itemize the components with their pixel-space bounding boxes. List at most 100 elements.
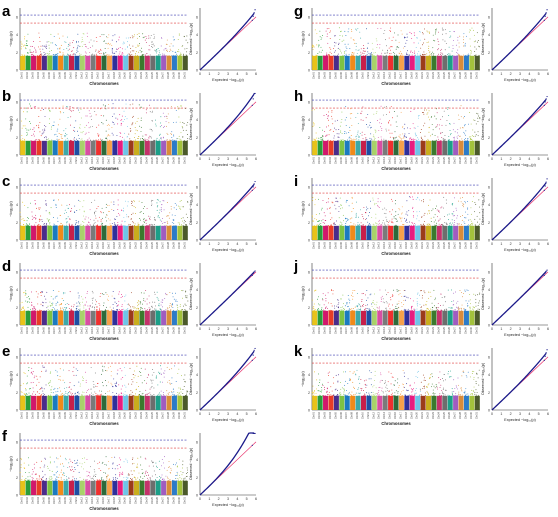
snp-point — [329, 206, 331, 208]
snp-point — [131, 205, 133, 206]
snp-point — [101, 217, 103, 219]
snp-point — [458, 223, 460, 225]
point-cloud — [377, 225, 383, 240]
qq-y-tick-label: 6 — [196, 355, 198, 359]
snp-point — [100, 53, 102, 54]
snp-point — [336, 200, 338, 202]
snp-point — [64, 41, 66, 43]
chromosome-tick-label: Chr11 — [74, 241, 78, 248]
snp-point — [468, 136, 470, 138]
snp-point — [153, 372, 155, 373]
snp-point — [473, 41, 475, 43]
snp-point — [33, 54, 35, 56]
snp-point — [52, 290, 54, 291]
snp-point — [55, 394, 57, 396]
snp-point — [116, 140, 118, 141]
snp-point — [155, 310, 157, 311]
snp-point — [77, 459, 78, 461]
snp-point — [182, 45, 184, 47]
snp-point — [406, 40, 408, 42]
snp-point — [58, 310, 59, 312]
snp-point — [472, 119, 474, 121]
snp-point — [476, 32, 478, 34]
snp-point — [107, 139, 108, 141]
snp-point — [32, 477, 34, 479]
snp-point — [159, 54, 161, 55]
snp-point — [34, 47, 36, 49]
y-tick-label: 0 — [16, 409, 18, 413]
snp-point — [166, 310, 168, 312]
snp-point — [403, 134, 405, 136]
snp-point — [104, 48, 106, 49]
snp-point — [464, 125, 466, 127]
snp-point — [132, 374, 134, 375]
snp-point — [73, 306, 74, 308]
snp-point — [174, 395, 175, 397]
snp-point — [173, 298, 175, 300]
snp-point — [62, 53, 64, 55]
snp-point — [112, 35, 114, 37]
point-cloud — [96, 395, 102, 410]
y-tick-label: 0 — [16, 494, 18, 498]
snp-point — [345, 223, 347, 224]
snp-point — [80, 109, 82, 110]
snp-point — [79, 53, 81, 55]
snp-point — [119, 114, 121, 116]
snp-point — [180, 394, 182, 396]
snp-point — [63, 394, 65, 396]
snp-point — [92, 225, 94, 227]
snp-point — [57, 53, 59, 54]
snp-point — [79, 385, 81, 387]
snp-point — [123, 54, 125, 56]
point-cloud — [463, 55, 469, 70]
snp-point — [421, 140, 423, 142]
chromosome-tick-label: Chr30 — [177, 411, 181, 419]
snp-point — [30, 382, 32, 384]
snp-point — [355, 49, 357, 51]
snp-point — [379, 44, 381, 46]
snp-point — [29, 51, 31, 53]
snp-point — [463, 131, 465, 133]
snp-point — [326, 225, 328, 227]
chromosome-tick-label: Chr03 — [323, 71, 327, 79]
snp-point — [163, 478, 165, 480]
point-cloud — [101, 55, 107, 70]
snp-point — [109, 140, 111, 142]
snp-point — [61, 204, 63, 206]
snp-point — [453, 55, 455, 57]
chromosome-points — [441, 196, 448, 240]
snp-point — [30, 202, 31, 204]
snp-point — [40, 295, 42, 297]
chromosome-tick-label: Chr10 — [360, 71, 364, 79]
snp-point — [112, 307, 114, 309]
snp-point — [78, 109, 80, 111]
snp-point — [436, 28, 438, 30]
snp-point — [171, 137, 173, 138]
snp-point — [339, 31, 341, 33]
snp-point — [61, 392, 63, 394]
snp-point — [146, 472, 148, 474]
snp-point — [157, 298, 159, 300]
snp-point — [131, 35, 133, 37]
chromosome-tick-label: Chr16 — [101, 71, 105, 79]
snp-point — [25, 127, 27, 129]
snp-point — [460, 116, 462, 118]
snp-point — [184, 291, 186, 293]
snp-point — [110, 382, 112, 384]
snp-point — [120, 223, 122, 225]
snp-point — [350, 108, 352, 110]
snp-point — [152, 395, 153, 397]
chromosome-points — [74, 33, 81, 70]
chromosome-points — [404, 196, 410, 240]
y-tick-label: 4 — [16, 118, 18, 122]
snp-point — [462, 197, 463, 199]
chromosome-tick-label: Chr21 — [128, 241, 132, 249]
snp-point — [350, 37, 352, 39]
snp-point — [404, 217, 405, 219]
snp-point — [143, 475, 145, 477]
snp-point — [185, 473, 187, 474]
snp-point — [38, 478, 40, 480]
snp-point — [30, 108, 32, 109]
snp-point — [69, 44, 71, 46]
snp-point — [27, 33, 29, 35]
